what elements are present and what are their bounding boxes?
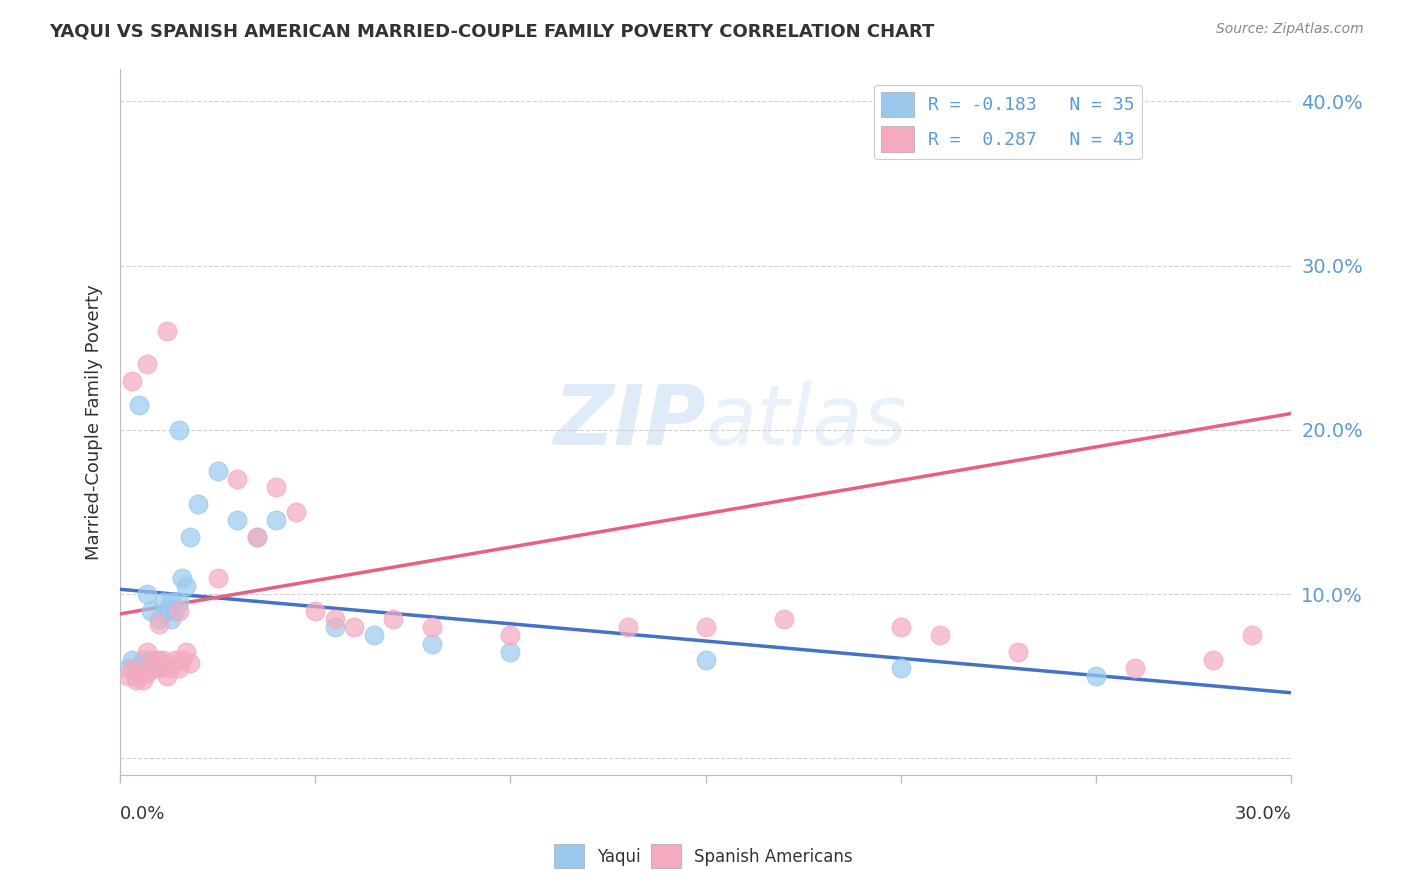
Point: [1123, 661, 1146, 675]
Point: [1241, 628, 1264, 642]
Y-axis label: Married-Couple Family Poverty: Married-Couple Family Poverty: [86, 284, 103, 559]
Point: [179, 530, 201, 544]
Point: [207, 571, 229, 585]
Text: 0.0%: 0.0%: [120, 805, 166, 823]
Point: [323, 612, 346, 626]
Point: [117, 661, 139, 675]
Point: [156, 604, 179, 618]
Point: [176, 645, 198, 659]
Point: [226, 472, 249, 486]
Point: [141, 653, 163, 667]
Point: [121, 661, 143, 675]
Point: [172, 653, 194, 667]
Point: [323, 620, 346, 634]
Point: [179, 657, 201, 671]
Legend: Yaqui, Spanish Americans: Yaqui, Spanish Americans: [547, 838, 859, 875]
Point: [167, 604, 190, 618]
Point: [264, 480, 287, 494]
Text: 30.0%: 30.0%: [1234, 805, 1291, 823]
Point: [167, 595, 190, 609]
Point: [148, 616, 170, 631]
Point: [772, 612, 794, 626]
Point: [159, 612, 181, 626]
Point: [128, 398, 150, 412]
Text: atlas: atlas: [706, 381, 907, 462]
Legend: R = -0.183   N = 35, R =  0.287   N = 43: R = -0.183 N = 35, R = 0.287 N = 43: [873, 85, 1142, 159]
Point: [156, 669, 179, 683]
Point: [304, 604, 326, 618]
Point: [163, 604, 186, 618]
Point: [246, 530, 269, 544]
Point: [1085, 669, 1108, 683]
Point: [128, 666, 150, 681]
Point: [152, 653, 174, 667]
Point: [128, 661, 150, 675]
Point: [695, 653, 717, 667]
Point: [121, 374, 143, 388]
Point: [163, 653, 186, 667]
Point: [148, 661, 170, 675]
Point: [124, 673, 146, 687]
Point: [159, 595, 181, 609]
Point: [499, 645, 522, 659]
Text: YAQUI VS SPANISH AMERICAN MARRIED-COUPLE FAMILY POVERTY CORRELATION CHART: YAQUI VS SPANISH AMERICAN MARRIED-COUPLE…: [49, 22, 935, 40]
Point: [156, 324, 179, 338]
Text: Source: ZipAtlas.com: Source: ZipAtlas.com: [1216, 22, 1364, 37]
Point: [890, 620, 912, 634]
Point: [117, 669, 139, 683]
Point: [343, 620, 366, 634]
Point: [1202, 653, 1225, 667]
Point: [148, 612, 170, 626]
Point: [246, 530, 269, 544]
Point: [422, 620, 444, 634]
Point: [136, 666, 159, 681]
Point: [284, 505, 307, 519]
Point: [143, 653, 166, 667]
Point: [141, 604, 163, 618]
Point: [148, 653, 170, 667]
Point: [499, 628, 522, 642]
Point: [136, 645, 159, 659]
Point: [141, 661, 163, 675]
Point: [382, 612, 405, 626]
Point: [143, 661, 166, 675]
Point: [136, 587, 159, 601]
Point: [159, 661, 181, 675]
Point: [121, 653, 143, 667]
Text: ZIP: ZIP: [553, 381, 706, 462]
Point: [890, 661, 912, 675]
Point: [132, 673, 155, 687]
Point: [136, 661, 159, 675]
Point: [132, 653, 155, 667]
Point: [167, 423, 190, 437]
Point: [695, 620, 717, 634]
Point: [187, 497, 209, 511]
Point: [264, 513, 287, 527]
Point: [136, 357, 159, 371]
Point: [363, 628, 385, 642]
Point: [152, 595, 174, 609]
Point: [422, 636, 444, 650]
Point: [167, 661, 190, 675]
Point: [172, 571, 194, 585]
Point: [226, 513, 249, 527]
Point: [1007, 645, 1029, 659]
Point: [616, 620, 638, 634]
Point: [929, 628, 952, 642]
Point: [124, 669, 146, 683]
Point: [207, 464, 229, 478]
Point: [176, 579, 198, 593]
